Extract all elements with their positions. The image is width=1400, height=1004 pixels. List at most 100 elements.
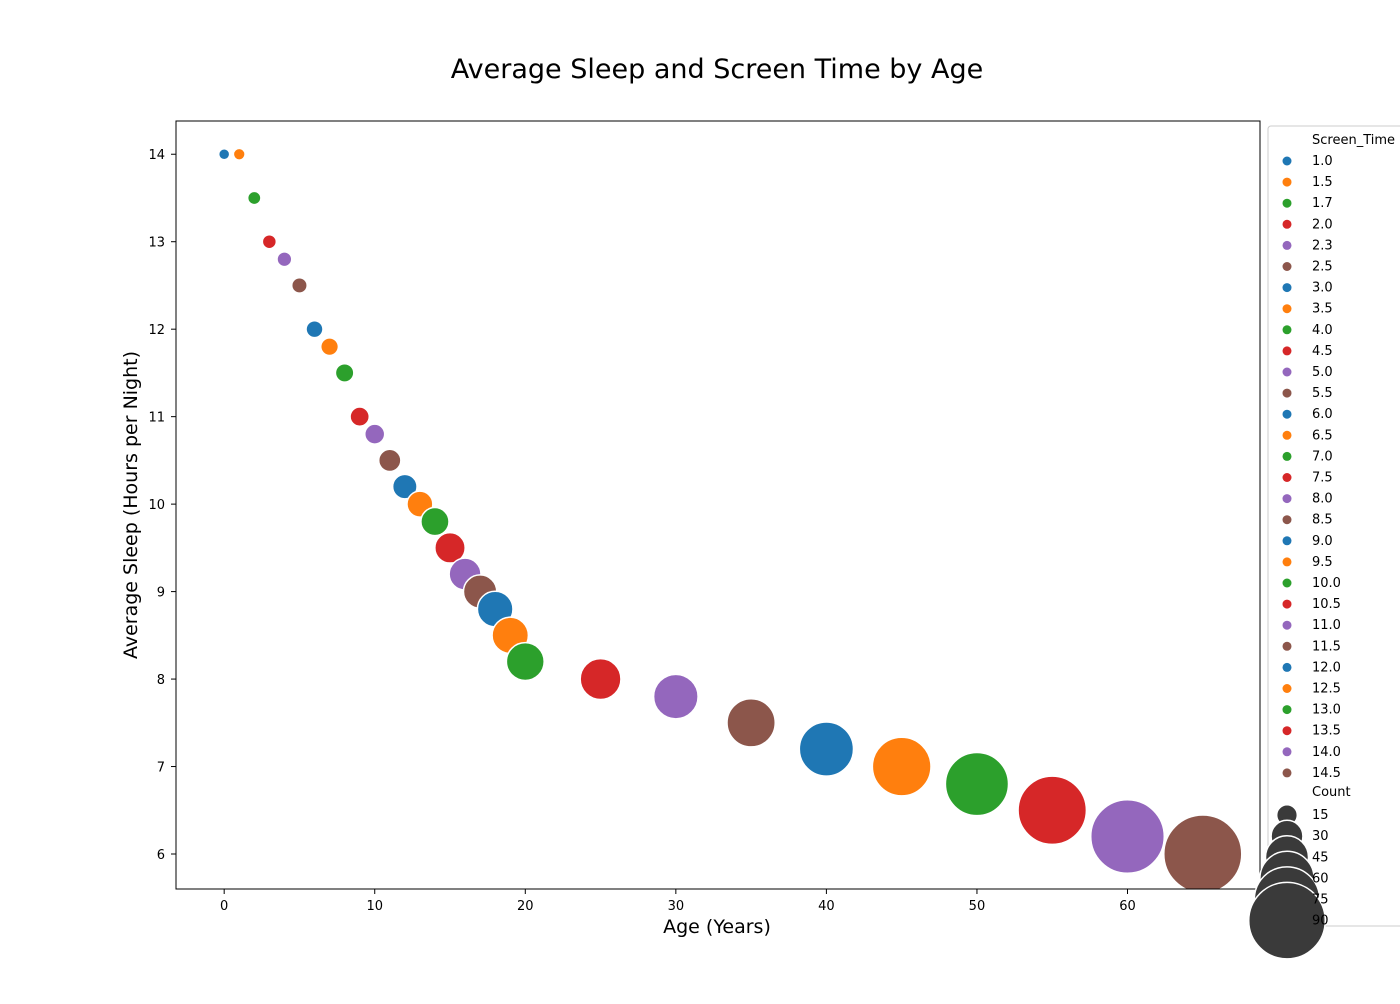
legend-label: 5.5 <box>1312 386 1333 401</box>
legend-label: 8.0 <box>1312 492 1333 507</box>
data-point <box>246 190 262 206</box>
legend-label: 3.0 <box>1312 281 1333 296</box>
legend-marker <box>1282 219 1292 229</box>
legend: Screen_Time 1.0 1.5 1.7 2.0 2.3 2.5 3.0 3.5 4.0 4.… <box>1247 125 1400 960</box>
y-tick-label: 9 <box>157 586 165 601</box>
legend-marker <box>1282 262 1292 271</box>
legend-marker <box>1282 557 1292 567</box>
legend-label: 1.0 <box>1312 154 1333 169</box>
data-point <box>798 721 855 777</box>
legend-marker <box>1282 641 1292 651</box>
legend-label: 12.5 <box>1312 682 1341 697</box>
x-tick-label: 40 <box>818 899 835 914</box>
legend-marker <box>1282 346 1292 356</box>
legend-label: 9.5 <box>1312 555 1333 570</box>
legend-label: 9.0 <box>1312 534 1333 549</box>
legend-label: 1.7 <box>1312 196 1333 211</box>
legend-marker <box>1282 726 1292 736</box>
legend-label: 14.0 <box>1312 745 1341 760</box>
plot-frame <box>175 120 1261 890</box>
data-point <box>420 506 450 537</box>
y-tick-label: 11 <box>148 411 165 426</box>
legend-marker <box>1282 156 1292 166</box>
data-point <box>391 473 418 500</box>
data-point <box>1163 814 1243 889</box>
data-point <box>290 276 308 294</box>
legend-size-label: 90 <box>1312 914 1329 929</box>
legend-marker <box>1282 620 1292 630</box>
legend-frame <box>1267 125 1400 927</box>
legend-marker <box>1282 515 1292 525</box>
legend-marker <box>1282 473 1292 482</box>
data-point <box>505 641 545 682</box>
data-point <box>871 736 932 797</box>
legend-label: 10.5 <box>1312 597 1341 612</box>
data-point <box>334 362 355 383</box>
chart-title: Average Sleep and Screen Time by Age <box>451 54 983 85</box>
legend-size-title: Count <box>1312 785 1351 800</box>
legend-marker <box>1282 578 1292 588</box>
y-tick-label: 10 <box>148 498 165 513</box>
legend-marker <box>1282 325 1292 335</box>
data-point <box>726 697 776 748</box>
data-point <box>377 448 402 473</box>
legend-label: 4.0 <box>1312 323 1333 338</box>
legend-marker <box>1282 409 1292 419</box>
legend-marker <box>1282 451 1292 461</box>
legend-label: 7.0 <box>1312 449 1333 464</box>
legend-marker <box>1282 430 1292 440</box>
legend-marker <box>1282 240 1292 250</box>
plot-area <box>217 147 1243 889</box>
legend-marker <box>1282 304 1292 314</box>
legend-size-label: 60 <box>1312 871 1329 886</box>
data-point <box>319 337 340 357</box>
legend-marker <box>1282 705 1292 715</box>
legend-label: 2.3 <box>1312 238 1333 253</box>
x-tick-label: 50 <box>969 899 986 914</box>
x-tick-label: 60 <box>1119 899 1136 914</box>
x-tick-label: 20 <box>517 899 534 914</box>
legend-size-marker <box>1247 881 1327 960</box>
legend-marker <box>1282 283 1292 293</box>
x-axis-label: Age (Years) <box>663 916 771 938</box>
data-points <box>217 147 1243 889</box>
data-point <box>434 531 466 564</box>
legend-marker <box>1282 599 1292 609</box>
data-point <box>364 423 386 445</box>
legend-label: 2.5 <box>1312 260 1333 275</box>
legend-marker <box>1282 177 1292 187</box>
x-tick-label: 30 <box>668 899 685 914</box>
legend-label: 13.0 <box>1312 703 1341 718</box>
legend-label: 7.5 <box>1312 471 1333 486</box>
data-point <box>232 147 246 161</box>
y-tick-label: 12 <box>148 323 165 338</box>
legend-marker <box>1282 684 1292 693</box>
legend-label: 11.0 <box>1312 618 1341 633</box>
legend-label: 2.0 <box>1312 217 1333 232</box>
legend-hue-title: Screen_Time <box>1312 133 1395 148</box>
legend-label: 14.5 <box>1312 766 1341 781</box>
legend-size-label: 30 <box>1312 829 1329 844</box>
legend-label: 13.5 <box>1312 724 1341 739</box>
x-tick-label: 0 <box>220 899 228 914</box>
legend-label: 12.0 <box>1312 660 1341 675</box>
data-point <box>261 233 278 250</box>
data-point <box>579 657 622 701</box>
legend-label: 5.0 <box>1312 365 1333 380</box>
legend-label: 6.5 <box>1312 428 1333 443</box>
data-point <box>276 251 293 268</box>
legend-label: 10.0 <box>1312 576 1341 591</box>
data-point <box>944 751 1010 817</box>
legend-marker <box>1282 494 1292 504</box>
legend-marker <box>1282 662 1292 672</box>
data-point <box>1017 775 1088 846</box>
legend-size-label: 75 <box>1312 893 1329 908</box>
legend-marker <box>1282 198 1292 208</box>
y-tick-label: 7 <box>157 761 165 776</box>
data-point <box>349 406 371 427</box>
legend-label: 8.5 <box>1312 513 1333 528</box>
legend-label: 6.0 <box>1312 407 1333 422</box>
legend-label: 1.5 <box>1312 175 1333 190</box>
